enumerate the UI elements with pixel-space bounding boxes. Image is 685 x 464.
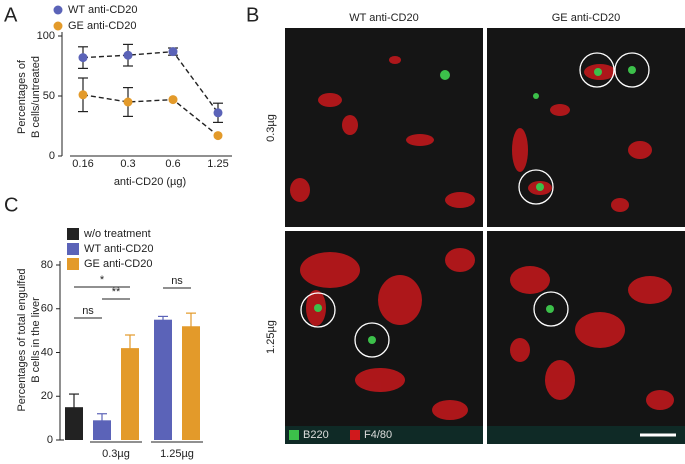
y-tick-label: 60: [41, 303, 53, 315]
bar: [154, 319, 172, 440]
bar: [182, 326, 200, 440]
legend-swatch: [67, 228, 79, 240]
legend-strip: [285, 426, 483, 444]
panel-letter: B: [246, 4, 259, 26]
y-axis-label: Percentages of: [16, 59, 28, 134]
y-tick-label: 100: [37, 30, 55, 42]
y-tick-label: 20: [41, 390, 53, 402]
legend-label: F4/80: [364, 429, 392, 441]
marker: [123, 97, 133, 107]
bar: [121, 348, 139, 440]
legend-swatch: [67, 258, 79, 270]
significance-label: ns: [82, 305, 94, 317]
x-tick-label: 0.3µg: [102, 448, 130, 460]
significance-label: ns: [171, 275, 183, 287]
highlight-circles: [300, 52, 650, 358]
marker: [123, 50, 133, 60]
x-tick-label: 1.25µg: [160, 448, 194, 460]
x-tick-label: 0.3: [120, 158, 135, 170]
legend-label: WT anti-CD20: [84, 243, 153, 255]
legend-marker: [53, 21, 63, 31]
y-tick-label: 0: [49, 150, 55, 162]
legend-label: GE anti-CD20: [68, 20, 136, 32]
image: [285, 28, 483, 227]
f480-stain: [290, 56, 674, 420]
marker: [78, 53, 88, 63]
column-label: GE anti-CD20: [552, 12, 620, 24]
legend-label: w/o treatment: [83, 228, 151, 240]
marker: [213, 131, 223, 141]
marker: [168, 95, 178, 105]
b220-stain: [314, 66, 636, 344]
bar: [93, 420, 111, 440]
legend-label: WT anti-CD20: [68, 4, 137, 16]
y-axis-label: B cells in the liver: [30, 297, 42, 383]
y-tick-label: 40: [41, 346, 53, 358]
bar: [65, 407, 83, 440]
line: [82, 50, 219, 114]
legend-label: B220: [303, 429, 329, 441]
x-tick-label: 1.25: [207, 158, 228, 170]
legend-marker: [53, 5, 63, 15]
x-tick-label: 0.6: [165, 158, 180, 170]
y-tick-label: 50: [43, 90, 55, 102]
row-label: 1.25µg: [265, 320, 277, 354]
panel-letter: C: [4, 194, 18, 216]
panel-letter: A: [4, 4, 18, 26]
legend-swatch: [67, 243, 79, 255]
significance-label: *: [100, 274, 105, 286]
marker: [78, 90, 88, 100]
y-tick-label: 80: [41, 259, 53, 271]
row-label: 0.3µg: [265, 114, 277, 142]
y-tick-label: 0: [47, 434, 53, 446]
significance-label: **: [112, 286, 121, 298]
legend-label: GE anti-CD20: [84, 258, 152, 270]
x-axis-label: anti-CD20 (µg): [114, 176, 186, 188]
y-axis-label: B cells/untreated: [30, 56, 42, 138]
marker: [168, 47, 178, 57]
line: [82, 94, 219, 137]
legend-swatch: [350, 430, 360, 440]
legend-strip: [487, 426, 685, 444]
column-label: WT anti-CD20: [349, 12, 418, 24]
x-tick-label: 0.16: [72, 158, 93, 170]
marker: [213, 108, 223, 118]
y-axis-label: Percentages of total engulfed: [16, 268, 28, 411]
legend-swatch: [289, 430, 299, 440]
micrographs: B220 F4/80 WT anti-CD20 GE anti-CD20 0.3…: [265, 12, 685, 444]
